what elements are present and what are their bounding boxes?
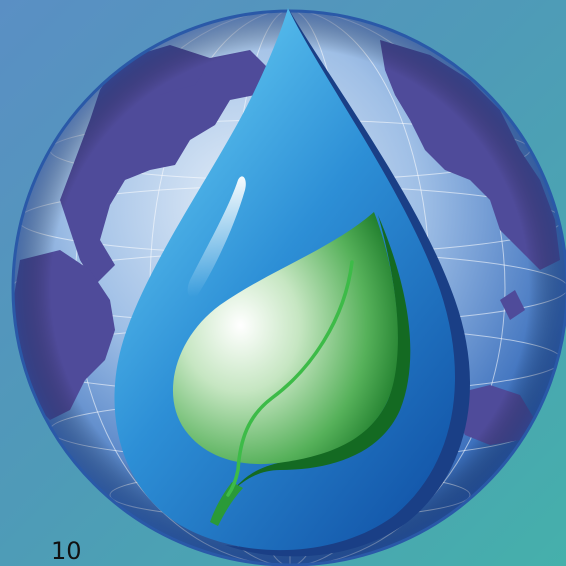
leaf-shadow (222, 215, 411, 505)
leaf (172, 212, 411, 526)
globe-outline (11, 9, 566, 566)
water-drop-highlight (187, 176, 246, 298)
leaf-vein (226, 260, 354, 497)
page-number: 10 (51, 537, 82, 565)
leaf-body (172, 212, 398, 465)
leaf-stem (210, 482, 243, 526)
